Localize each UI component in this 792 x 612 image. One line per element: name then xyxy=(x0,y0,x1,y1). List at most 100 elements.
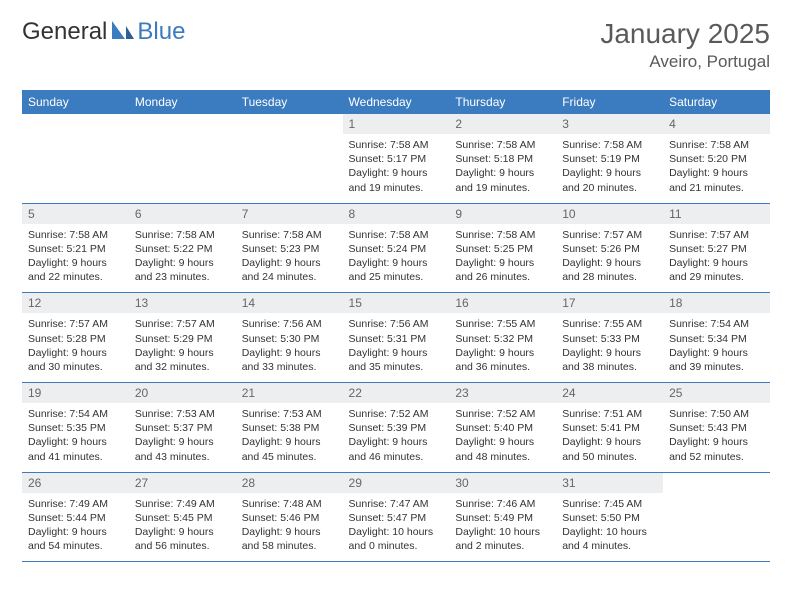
col-friday: Friday xyxy=(556,90,663,114)
day-details: Sunrise: 7:55 AM Sunset: 5:32 PM Dayligh… xyxy=(449,313,556,382)
day-details: Sunrise: 7:56 AM Sunset: 5:31 PM Dayligh… xyxy=(343,313,450,382)
day-details: Sunrise: 7:57 AM Sunset: 5:27 PM Dayligh… xyxy=(663,224,770,293)
day-details: Sunrise: 7:49 AM Sunset: 5:45 PM Dayligh… xyxy=(129,493,236,562)
day-number: 15 xyxy=(343,293,450,313)
day-number: 3 xyxy=(556,114,663,134)
calendar-cell: 30Sunrise: 7:46 AM Sunset: 5:49 PM Dayli… xyxy=(449,472,556,562)
calendar-cell: 28Sunrise: 7:48 AM Sunset: 5:46 PM Dayli… xyxy=(236,472,343,562)
day-details: Sunrise: 7:58 AM Sunset: 5:21 PM Dayligh… xyxy=(22,224,129,293)
day-number: 14 xyxy=(236,293,343,313)
day-details: Sunrise: 7:56 AM Sunset: 5:30 PM Dayligh… xyxy=(236,313,343,382)
day-number: 2 xyxy=(449,114,556,134)
day-details: Sunrise: 7:49 AM Sunset: 5:44 PM Dayligh… xyxy=(22,493,129,562)
day-details: Sunrise: 7:48 AM Sunset: 5:46 PM Dayligh… xyxy=(236,493,343,562)
calendar-cell: 14Sunrise: 7:56 AM Sunset: 5:30 PM Dayli… xyxy=(236,293,343,383)
calendar-cell: 7Sunrise: 7:58 AM Sunset: 5:23 PM Daylig… xyxy=(236,203,343,293)
logo-text-1: General xyxy=(22,18,107,46)
calendar-cell: 16Sunrise: 7:55 AM Sunset: 5:32 PM Dayli… xyxy=(449,293,556,383)
day-number: 9 xyxy=(449,204,556,224)
day-details: Sunrise: 7:53 AM Sunset: 5:38 PM Dayligh… xyxy=(236,403,343,472)
day-details xyxy=(663,479,770,529)
day-details xyxy=(236,120,343,170)
calendar-week: 26Sunrise: 7:49 AM Sunset: 5:44 PM Dayli… xyxy=(22,472,770,562)
calendar-table: Sunday Monday Tuesday Wednesday Thursday… xyxy=(22,90,770,562)
col-tuesday: Tuesday xyxy=(236,90,343,114)
col-sunday: Sunday xyxy=(22,90,129,114)
day-details: Sunrise: 7:58 AM Sunset: 5:25 PM Dayligh… xyxy=(449,224,556,293)
day-number: 29 xyxy=(343,473,450,493)
col-wednesday: Wednesday xyxy=(343,90,450,114)
calendar-cell: 19Sunrise: 7:54 AM Sunset: 5:35 PM Dayli… xyxy=(22,383,129,473)
calendar-cell: 27Sunrise: 7:49 AM Sunset: 5:45 PM Dayli… xyxy=(129,472,236,562)
calendar-cell: 8Sunrise: 7:58 AM Sunset: 5:24 PM Daylig… xyxy=(343,203,450,293)
day-number: 30 xyxy=(449,473,556,493)
calendar-cell: 21Sunrise: 7:53 AM Sunset: 5:38 PM Dayli… xyxy=(236,383,343,473)
calendar-cell: 24Sunrise: 7:51 AM Sunset: 5:41 PM Dayli… xyxy=(556,383,663,473)
day-number: 20 xyxy=(129,383,236,403)
calendar-cell: 29Sunrise: 7:47 AM Sunset: 5:47 PM Dayli… xyxy=(343,472,450,562)
title-block: January 2025 Aveiro, Portugal xyxy=(600,18,770,72)
day-details: Sunrise: 7:58 AM Sunset: 5:23 PM Dayligh… xyxy=(236,224,343,293)
day-number: 22 xyxy=(343,383,450,403)
day-number: 23 xyxy=(449,383,556,403)
day-details: Sunrise: 7:45 AM Sunset: 5:50 PM Dayligh… xyxy=(556,493,663,562)
calendar-cell: 15Sunrise: 7:56 AM Sunset: 5:31 PM Dayli… xyxy=(343,293,450,383)
calendar-cell: 11Sunrise: 7:57 AM Sunset: 5:27 PM Dayli… xyxy=(663,203,770,293)
day-details: Sunrise: 7:58 AM Sunset: 5:24 PM Dayligh… xyxy=(343,224,450,293)
day-number: 12 xyxy=(22,293,129,313)
day-details: Sunrise: 7:52 AM Sunset: 5:39 PM Dayligh… xyxy=(343,403,450,472)
calendar-week: 5Sunrise: 7:58 AM Sunset: 5:21 PM Daylig… xyxy=(22,203,770,293)
day-number: 4 xyxy=(663,114,770,134)
day-number: 11 xyxy=(663,204,770,224)
logo: General Blue xyxy=(22,18,185,46)
calendar-cell xyxy=(129,114,236,203)
day-details: Sunrise: 7:54 AM Sunset: 5:34 PM Dayligh… xyxy=(663,313,770,382)
col-thursday: Thursday xyxy=(449,90,556,114)
day-details: Sunrise: 7:58 AM Sunset: 5:18 PM Dayligh… xyxy=(449,134,556,203)
day-details: Sunrise: 7:58 AM Sunset: 5:17 PM Dayligh… xyxy=(343,134,450,203)
day-details: Sunrise: 7:58 AM Sunset: 5:19 PM Dayligh… xyxy=(556,134,663,203)
calendar-cell: 18Sunrise: 7:54 AM Sunset: 5:34 PM Dayli… xyxy=(663,293,770,383)
calendar-cell xyxy=(236,114,343,203)
calendar-cell: 9Sunrise: 7:58 AM Sunset: 5:25 PM Daylig… xyxy=(449,203,556,293)
logo-text-2: Blue xyxy=(137,18,185,46)
day-number: 8 xyxy=(343,204,450,224)
calendar-week: 1Sunrise: 7:58 AM Sunset: 5:17 PM Daylig… xyxy=(22,114,770,203)
calendar-cell: 12Sunrise: 7:57 AM Sunset: 5:28 PM Dayli… xyxy=(22,293,129,383)
col-monday: Monday xyxy=(129,90,236,114)
day-details: Sunrise: 7:58 AM Sunset: 5:20 PM Dayligh… xyxy=(663,134,770,203)
calendar-cell: 13Sunrise: 7:57 AM Sunset: 5:29 PM Dayli… xyxy=(129,293,236,383)
calendar-cell: 1Sunrise: 7:58 AM Sunset: 5:17 PM Daylig… xyxy=(343,114,450,203)
day-details: Sunrise: 7:57 AM Sunset: 5:26 PM Dayligh… xyxy=(556,224,663,293)
day-number: 28 xyxy=(236,473,343,493)
day-details: Sunrise: 7:54 AM Sunset: 5:35 PM Dayligh… xyxy=(22,403,129,472)
calendar-cell xyxy=(663,472,770,562)
day-number: 24 xyxy=(556,383,663,403)
day-number: 18 xyxy=(663,293,770,313)
calendar-cell: 31Sunrise: 7:45 AM Sunset: 5:50 PM Dayli… xyxy=(556,472,663,562)
calendar-week: 19Sunrise: 7:54 AM Sunset: 5:35 PM Dayli… xyxy=(22,383,770,473)
calendar-cell: 25Sunrise: 7:50 AM Sunset: 5:43 PM Dayli… xyxy=(663,383,770,473)
day-number: 10 xyxy=(556,204,663,224)
calendar-cell: 4Sunrise: 7:58 AM Sunset: 5:20 PM Daylig… xyxy=(663,114,770,203)
calendar-cell: 2Sunrise: 7:58 AM Sunset: 5:18 PM Daylig… xyxy=(449,114,556,203)
calendar-cell: 6Sunrise: 7:58 AM Sunset: 5:22 PM Daylig… xyxy=(129,203,236,293)
calendar-cell: 23Sunrise: 7:52 AM Sunset: 5:40 PM Dayli… xyxy=(449,383,556,473)
day-details xyxy=(22,120,129,170)
day-details: Sunrise: 7:58 AM Sunset: 5:22 PM Dayligh… xyxy=(129,224,236,293)
header-row: Sunday Monday Tuesday Wednesday Thursday… xyxy=(22,90,770,114)
calendar-cell: 10Sunrise: 7:57 AM Sunset: 5:26 PM Dayli… xyxy=(556,203,663,293)
sail-icon xyxy=(109,19,135,46)
day-details: Sunrise: 7:53 AM Sunset: 5:37 PM Dayligh… xyxy=(129,403,236,472)
day-number: 1 xyxy=(343,114,450,134)
day-details xyxy=(129,120,236,170)
day-number: 21 xyxy=(236,383,343,403)
day-number: 25 xyxy=(663,383,770,403)
day-details: Sunrise: 7:57 AM Sunset: 5:29 PM Dayligh… xyxy=(129,313,236,382)
day-details: Sunrise: 7:51 AM Sunset: 5:41 PM Dayligh… xyxy=(556,403,663,472)
calendar-cell: 26Sunrise: 7:49 AM Sunset: 5:44 PM Dayli… xyxy=(22,472,129,562)
location-text: Aveiro, Portugal xyxy=(600,52,770,72)
calendar-cell: 17Sunrise: 7:55 AM Sunset: 5:33 PM Dayli… xyxy=(556,293,663,383)
day-details: Sunrise: 7:52 AM Sunset: 5:40 PM Dayligh… xyxy=(449,403,556,472)
calendar-cell: 20Sunrise: 7:53 AM Sunset: 5:37 PM Dayli… xyxy=(129,383,236,473)
